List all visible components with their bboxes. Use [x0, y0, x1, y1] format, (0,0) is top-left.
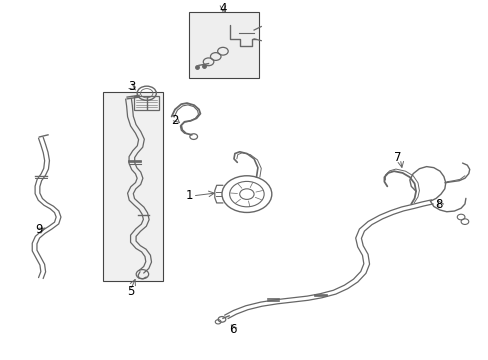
Text: 9: 9 — [36, 223, 43, 236]
Text: 8: 8 — [434, 198, 441, 211]
Text: 4: 4 — [219, 3, 226, 15]
Text: 1: 1 — [185, 189, 193, 202]
Bar — [189, 12, 258, 78]
Text: 2: 2 — [171, 113, 179, 126]
Text: 5: 5 — [126, 285, 134, 298]
Text: 7: 7 — [393, 150, 401, 163]
Bar — [103, 92, 163, 280]
Text: 6: 6 — [228, 323, 236, 337]
Text: 3: 3 — [128, 80, 135, 93]
